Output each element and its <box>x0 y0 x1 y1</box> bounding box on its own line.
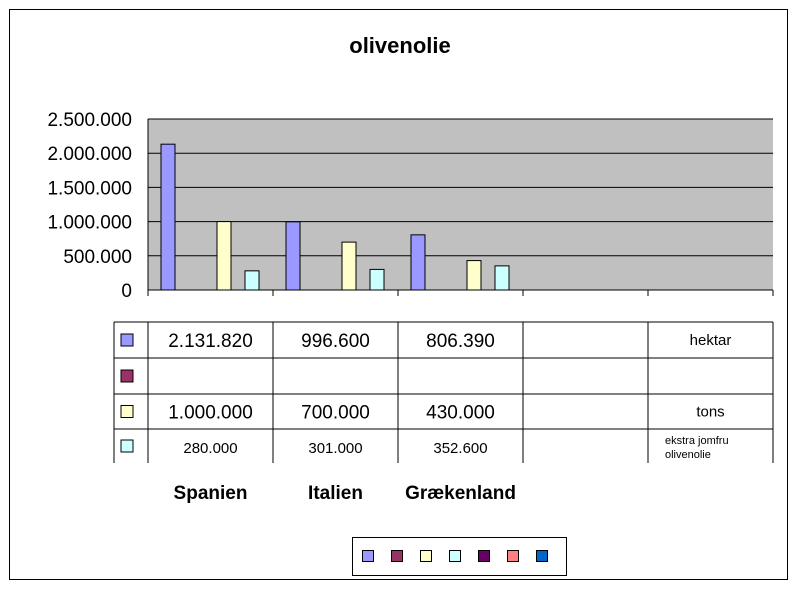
table-value: 301.000 <box>308 440 362 457</box>
series-name-label: hektar <box>690 332 732 349</box>
bar <box>494 265 510 291</box>
table-value: 1.000.000 <box>168 403 253 424</box>
x-category-label: Italien <box>308 483 363 504</box>
legend-swatch <box>478 550 490 562</box>
legend-swatch <box>420 550 432 562</box>
legend-swatch <box>536 550 548 562</box>
table-value: 280.000 <box>183 440 237 457</box>
table-legend-swatch <box>120 405 134 418</box>
legend <box>352 537 567 576</box>
chart-title: olivenolie <box>349 33 451 58</box>
table-value: 2.131.820 <box>168 331 253 352</box>
bar <box>341 241 357 291</box>
y-tick-label: 2.500.000 <box>47 110 132 131</box>
legend-swatch <box>449 550 461 562</box>
y-tick-label: 1.000.000 <box>47 213 132 234</box>
table-value: 996.600 <box>301 331 370 352</box>
y-tick-label: 0 <box>121 281 132 302</box>
bar <box>369 268 385 291</box>
table-value: 700.000 <box>301 403 370 424</box>
series-name-label: tons <box>696 404 724 421</box>
table-legend-swatch <box>120 439 134 453</box>
y-tick-label: 2.000.000 <box>47 144 132 165</box>
bar <box>466 260 482 291</box>
series-name-label: ekstra jomfru <box>665 435 729 447</box>
y-tick-label: 500.000 <box>63 247 132 268</box>
bar <box>285 221 301 291</box>
series-name-label: olivenolie <box>665 449 711 461</box>
y-tick-label: 1.500.000 <box>47 178 132 199</box>
table-legend-swatch <box>120 369 134 383</box>
bar <box>160 143 176 291</box>
table-value: 430.000 <box>426 403 495 424</box>
table-value: 352.600 <box>433 440 487 457</box>
table-legend-swatch <box>120 333 134 347</box>
x-category-label: Grækenland <box>405 483 516 504</box>
plot-area <box>148 119 773 290</box>
legend-swatch <box>391 550 403 562</box>
bar <box>410 234 426 291</box>
x-category-label: Spanien <box>174 483 248 504</box>
bar <box>244 270 260 291</box>
legend-swatch <box>362 550 374 562</box>
table-value: 806.390 <box>426 331 495 352</box>
bar <box>216 221 232 291</box>
legend-swatch <box>507 550 519 562</box>
